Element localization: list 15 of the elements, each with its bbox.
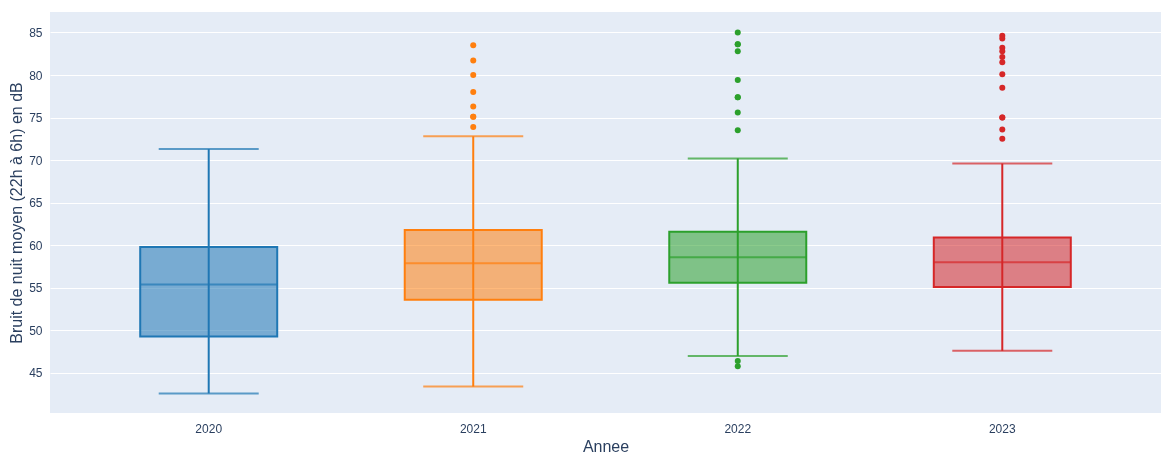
y-axis-title: Bruit de nuit moyen (22h à 6h) en dB [8,82,26,344]
x-tick-label: 2023 [988,421,1016,436]
y-tick-label: 70 [29,153,43,168]
x-tick-label: 2022 [724,421,752,436]
y-tick-label: 45 [29,366,43,381]
y-tick-label: 55 [29,281,43,296]
y-tick-label: 65 [29,196,43,211]
x-tick-label: 2021 [459,421,487,436]
y-tick-label: 60 [29,238,43,253]
y-tick-label: 85 [29,25,43,40]
y-tick-label: 75 [29,111,43,126]
y-tick-label: 80 [29,68,43,83]
y-tick-label: 50 [29,323,43,338]
x-tick-label: 2020 [195,421,223,436]
x-axis-title: Annee [582,437,630,455]
